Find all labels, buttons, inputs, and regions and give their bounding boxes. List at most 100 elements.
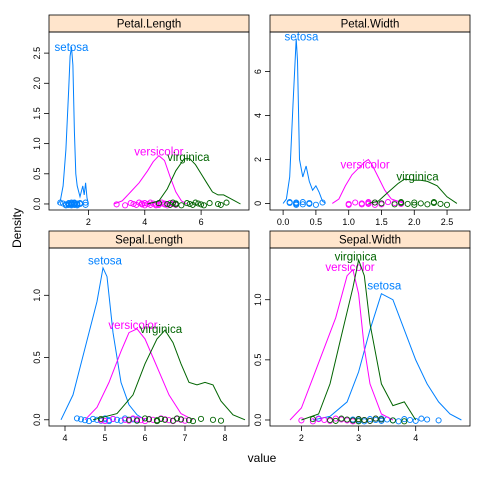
data-point-virginica bbox=[185, 417, 193, 424]
panel-petal-length: Petal.Length 2 4 6 0.0 0.5 1.0 1.5 2.0 2.5 setosa v… bbox=[32, 14, 250, 227]
panel-title: Petal.Width bbox=[341, 19, 400, 31]
data-point-versicolor bbox=[315, 416, 322, 423]
data-point-virginica bbox=[183, 200, 191, 207]
data-point-versicolor bbox=[130, 200, 137, 208]
data-point-virginica bbox=[97, 415, 105, 422]
panel-frame bbox=[48, 31, 250, 211]
data-point-versicolor bbox=[298, 417, 305, 424]
density-line-setosa bbox=[57, 47, 89, 205]
data-point-virginica bbox=[195, 200, 202, 207]
data-point-virginica bbox=[198, 201, 205, 208]
x-tick-label: 4 bbox=[413, 433, 418, 443]
group-label-versicolor: versicolor bbox=[340, 159, 389, 171]
data-point-virginica bbox=[157, 415, 165, 422]
data-point-setosa bbox=[395, 418, 402, 425]
data-point-setosa bbox=[412, 417, 419, 424]
data-point-virginica bbox=[437, 200, 444, 207]
series-virginica: virginica bbox=[92, 324, 246, 425]
data-point-setosa bbox=[366, 416, 374, 423]
y-tick-label: 1.0 bbox=[32, 137, 42, 150]
data-point-virginica bbox=[186, 200, 193, 208]
data-point-virginica bbox=[349, 417, 356, 424]
data-point-virginica bbox=[209, 416, 217, 423]
data-point-virginica bbox=[217, 201, 224, 208]
data-point-virginica bbox=[173, 415, 181, 422]
data-point-virginica bbox=[424, 201, 431, 208]
data-point-setosa bbox=[401, 416, 408, 423]
x-tick-label: 5 bbox=[102, 433, 107, 443]
group-label-setosa: setosa bbox=[285, 31, 319, 43]
y-tick-label: 1.0 bbox=[32, 289, 42, 302]
group-label-virginica: virginica bbox=[335, 251, 378, 263]
data-point-virginica bbox=[372, 415, 379, 422]
x-tick-label: 2.0 bbox=[408, 217, 421, 227]
x-tick-label: 2 bbox=[299, 433, 304, 443]
data-point-virginica bbox=[223, 199, 230, 206]
data-point-setosa bbox=[57, 199, 64, 206]
y-tick-label: 1.5 bbox=[32, 107, 42, 120]
data-point-virginica bbox=[141, 415, 149, 422]
data-point-virginica bbox=[326, 416, 334, 424]
group-label-setosa: setosa bbox=[367, 280, 401, 292]
data-point-virginica bbox=[206, 200, 213, 207]
data-point-setosa bbox=[293, 200, 300, 207]
data-point-virginica bbox=[145, 416, 153, 423]
data-point-versicolor bbox=[127, 200, 134, 207]
data-point-versicolor bbox=[121, 416, 129, 423]
panel-title: Sepal.Width bbox=[339, 235, 401, 247]
series-versicolor: versicolor bbox=[332, 158, 405, 208]
x-tick-label: 4 bbox=[142, 217, 147, 227]
group-label-setosa: setosa bbox=[88, 255, 122, 267]
data-point-setosa bbox=[82, 199, 89, 206]
panel-sepal-length: Sepal.Length 4 5 6 7 8 0.0 0.5 1.0 setosa versicol… bbox=[32, 230, 250, 443]
density-line-versicolor bbox=[289, 268, 394, 421]
y-tick-label: 6 bbox=[253, 69, 263, 74]
series-setosa: setosa bbox=[312, 280, 462, 425]
data-point-setosa bbox=[82, 201, 89, 208]
data-point-versicolor bbox=[384, 199, 392, 206]
data-point-virginica bbox=[401, 418, 408, 425]
data-point-virginica bbox=[371, 199, 378, 206]
x-tick-label: 1.0 bbox=[342, 217, 355, 227]
data-point-virginica bbox=[172, 201, 179, 208]
data-point-virginica bbox=[417, 200, 424, 207]
x-tick-label: 4 bbox=[62, 433, 67, 443]
data-point-versicolor bbox=[122, 202, 129, 209]
density-line-virginica bbox=[368, 178, 458, 204]
panel-title: Sepal.Length bbox=[115, 235, 183, 247]
series-virginica: virginica bbox=[147, 152, 241, 209]
density-line-virginica bbox=[301, 258, 417, 421]
density-line-virginica bbox=[92, 329, 246, 421]
series-virginica: virginica bbox=[368, 171, 458, 208]
y-tick-label: 2.0 bbox=[32, 77, 42, 90]
data-point-setosa bbox=[286, 199, 293, 207]
panel-title: Petal.Length bbox=[117, 19, 182, 31]
group-label-virginica: virginica bbox=[396, 171, 439, 183]
group-label-versicolor: versicolor bbox=[134, 147, 183, 159]
y-tick-label: 0.0 bbox=[32, 198, 42, 211]
data-point-virginica bbox=[125, 416, 133, 423]
data-point-virginica bbox=[355, 418, 362, 425]
data-point-setosa bbox=[424, 416, 431, 423]
data-point-virginica bbox=[391, 201, 398, 208]
x-tick-label: 2.5 bbox=[441, 217, 454, 227]
x-tick-label: 8 bbox=[222, 433, 227, 443]
x-axis-label: value bbox=[248, 451, 277, 465]
data-point-virginica bbox=[164, 200, 171, 208]
data-point-setosa bbox=[306, 200, 313, 207]
data-point-virginica bbox=[155, 200, 162, 207]
data-point-virginica bbox=[411, 201, 418, 208]
data-point-virginica bbox=[366, 417, 374, 424]
data-point-virginica bbox=[214, 200, 222, 208]
x-tick-label: 6 bbox=[142, 433, 147, 443]
data-point-versicolor bbox=[352, 199, 359, 206]
panel-frame bbox=[269, 31, 471, 211]
group-label-virginica: virginica bbox=[140, 324, 183, 336]
data-point-virginica bbox=[161, 416, 169, 423]
density-line-versicolor bbox=[84, 328, 194, 421]
data-point-virginica bbox=[332, 417, 339, 424]
series-setosa: setosa bbox=[55, 42, 89, 209]
data-point-virginica bbox=[178, 202, 185, 209]
data-point-virginica bbox=[361, 416, 368, 424]
